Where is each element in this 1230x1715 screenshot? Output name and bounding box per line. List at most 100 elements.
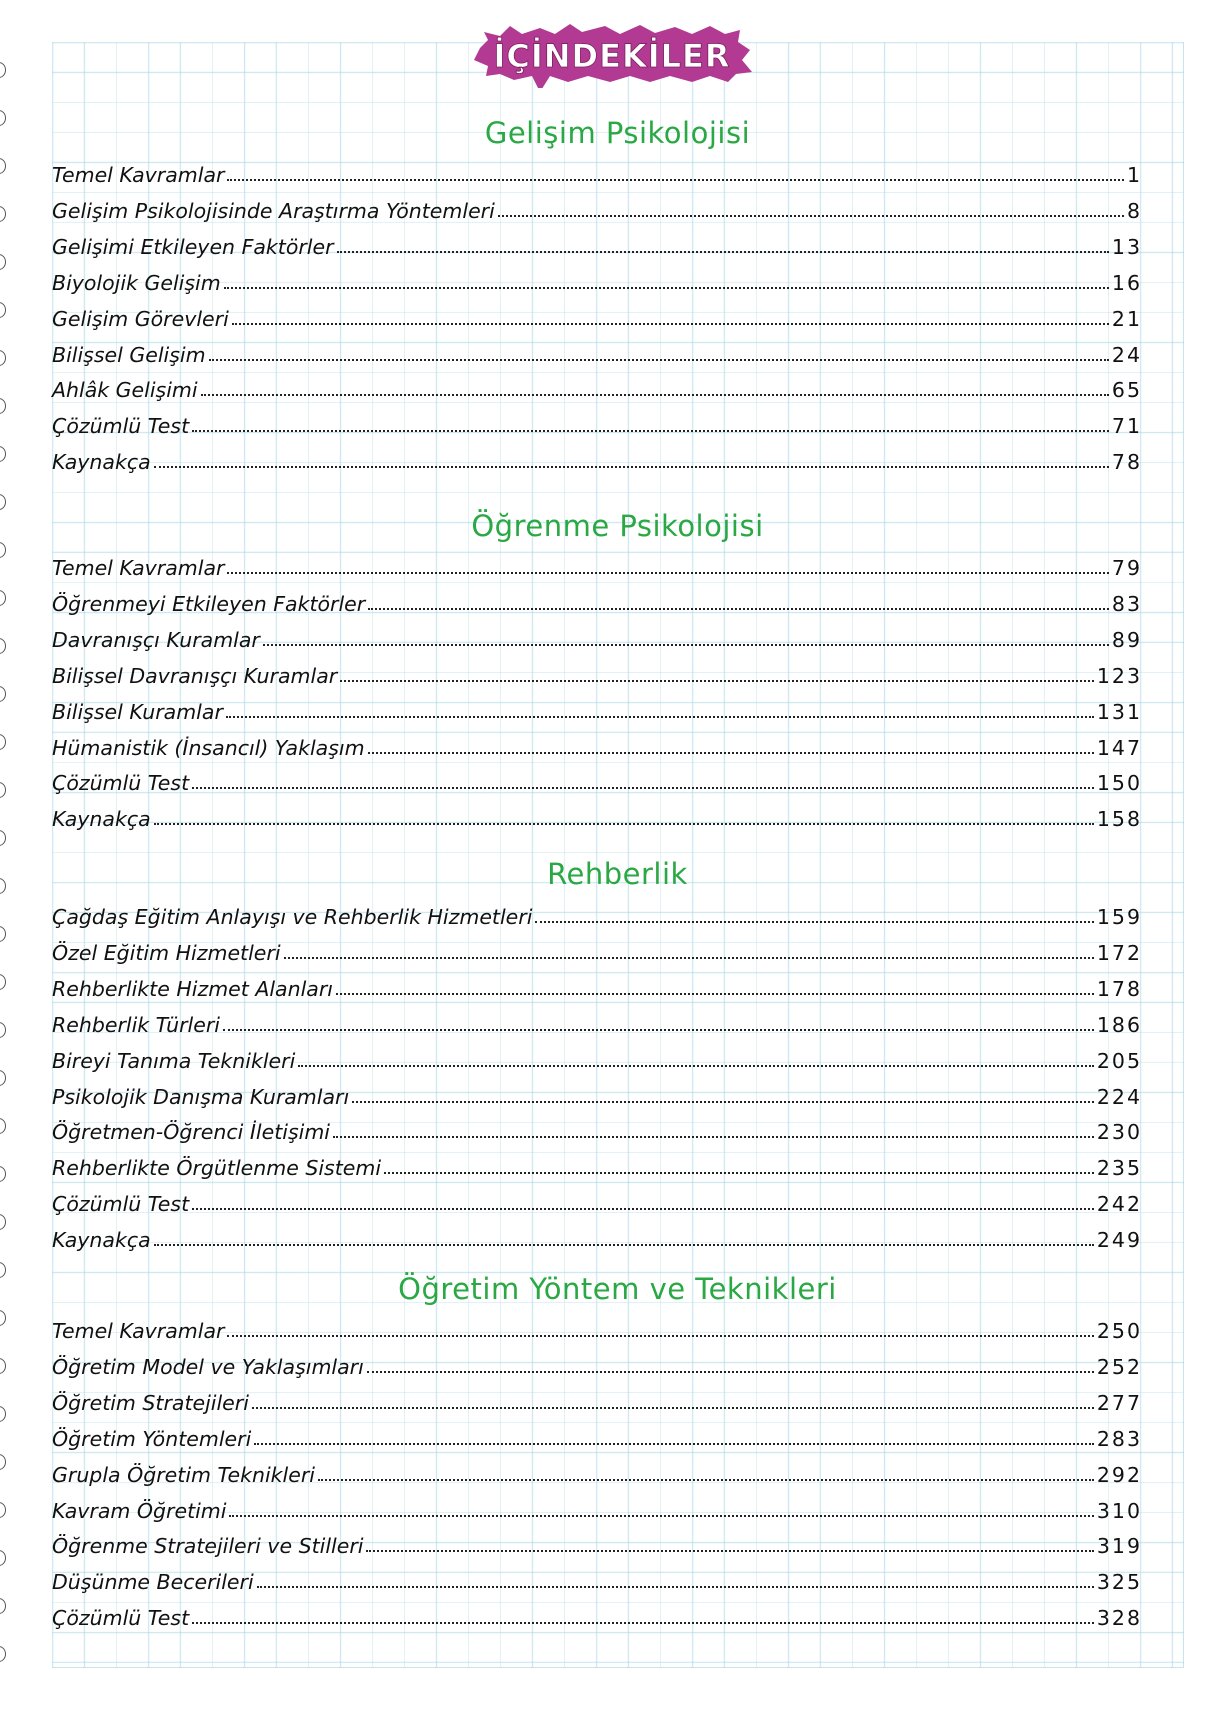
dot-leader — [227, 572, 1109, 574]
binder-hole — [0, 1166, 6, 1182]
binder-hole — [0, 974, 6, 990]
toc-entry[interactable]: Ahlâk Gelişimi 65 — [52, 372, 1142, 402]
dot-leader — [153, 466, 1109, 469]
toc-entry-page: 79 — [1111, 556, 1142, 580]
toc-entry-page: 250 — [1096, 1319, 1142, 1343]
toc-entry-page: 131 — [1096, 699, 1142, 724]
binder-hole — [0, 62, 6, 78]
toc-entry-page: 178 — [1096, 976, 1142, 1001]
toc-entry-title: Grupla Öğretim Teknikleri — [52, 1462, 315, 1487]
toc-entry-page: 319 — [1096, 1534, 1142, 1559]
toc-entry[interactable]: Öğretmen-Öğrenci İletişimi 230 — [52, 1114, 1142, 1144]
dot-leader — [223, 1028, 1094, 1031]
toc-entry[interactable]: Gelişim Görevleri 21 — [52, 301, 1142, 331]
binder-hole — [0, 734, 6, 750]
toc-entry-page: 328 — [1096, 1606, 1142, 1631]
toc-entry-title: Rehberlikte Hizmet Alanları — [52, 976, 333, 1001]
toc-entry[interactable]: Çözümlü Test 242 — [52, 1186, 1142, 1216]
toc-entry[interactable]: Düşünme Becerileri 325 — [52, 1564, 1142, 1594]
binder-hole — [0, 686, 6, 702]
section-heading: Rehberlik — [547, 857, 688, 891]
toc-entry[interactable]: Bilişsel Kuramlar 131 — [52, 694, 1142, 724]
toc-entry-page: 71 — [1111, 414, 1142, 439]
toc-entry[interactable]: Kavram Öğretimi 310 — [52, 1493, 1142, 1523]
binder-hole — [0, 1070, 6, 1086]
toc-entry-page: 123 — [1096, 663, 1142, 688]
dot-leader — [367, 751, 1094, 754]
toc-entry-title: Psikolojik Danışma Kuramları — [52, 1084, 350, 1109]
toc-entry-page: 325 — [1096, 1570, 1142, 1595]
toc-entry[interactable]: Kaynakça 158 — [52, 801, 1142, 831]
toc-entry[interactable]: Kaynakça 78 — [52, 444, 1142, 474]
binder-hole — [0, 254, 6, 270]
toc-entry[interactable]: Öğretim Model ve Yaklaşımları 252 — [52, 1349, 1142, 1379]
binder-hole — [0, 302, 6, 318]
toc-entry[interactable]: Öğrenme Stratejileri ve Stilleri 319 — [52, 1528, 1142, 1558]
toc-entry[interactable]: Bilişsel Gelişim 24 — [52, 337, 1142, 367]
toc-entry-page: 205 — [1096, 1048, 1142, 1073]
toc-entry-title: Öğretmen-Öğrenci İletişimi — [52, 1120, 330, 1145]
toc-entry[interactable]: Rehberlikte Örgütlenme Sistemi 235 — [52, 1150, 1142, 1180]
toc-entry[interactable]: Gelişimi Etkileyen Faktörler 13 — [52, 229, 1142, 259]
toc-entry[interactable]: Bireyi Tanıma Teknikleri 205 — [52, 1043, 1142, 1073]
toc-entry-page: 147 — [1096, 735, 1142, 760]
toc-entry-page: 150 — [1096, 771, 1142, 796]
title-badge-shape — [474, 24, 752, 88]
toc-entry[interactable]: Öğretim Stratejileri 277 — [52, 1385, 1142, 1415]
dot-leader — [262, 643, 1109, 646]
dot-leader — [336, 250, 1109, 253]
dot-leader — [352, 1100, 1094, 1103]
binder-hole — [0, 830, 6, 846]
toc-entry-page: 252 — [1096, 1354, 1142, 1379]
dot-leader — [298, 1064, 1094, 1067]
toc-entry[interactable]: Temel Kavramlar 250 — [52, 1313, 1142, 1343]
toc-entry-page: 172 — [1096, 940, 1142, 965]
title-text: İÇİNDEKİLER — [493, 37, 730, 75]
toc-entry[interactable]: Kaynakça 249 — [52, 1222, 1142, 1252]
binder-hole — [0, 1598, 6, 1614]
dot-leader — [384, 1172, 1094, 1175]
toc-entry[interactable]: Özel Eğitim Hizmetleri 172 — [52, 935, 1142, 965]
dot-leader — [333, 1136, 1094, 1139]
toc-entry[interactable]: Çağdaş Eğitim Anlayışı ve Rehberlik Hizm… — [52, 899, 1142, 929]
binder-hole — [0, 542, 6, 558]
dot-leader — [231, 322, 1109, 325]
toc-entry-title: Öğrenme Stratejileri ve Stilleri — [52, 1534, 364, 1559]
toc-entry[interactable]: Öğrenmeyi Etkileyen Faktörler 83 — [52, 586, 1142, 616]
binder-hole — [0, 1214, 6, 1230]
toc-entry[interactable]: Gelişim Psikolojisinde Araştırma Yönteml… — [52, 193, 1142, 223]
toc-entry[interactable]: Rehberlik Türleri 186 — [52, 1007, 1142, 1037]
toc-entry-page: 83 — [1111, 591, 1142, 616]
dot-leader — [368, 607, 1109, 610]
toc-entry-title: Öğretim Stratejileri — [52, 1390, 249, 1415]
toc-entry[interactable]: Temel Kavramlar 1 — [52, 157, 1142, 187]
toc-entry-page: 292 — [1096, 1462, 1142, 1487]
toc-entry-title: Çözümlü Test — [52, 414, 190, 439]
toc-entry-title: Gelişim Psikolojisinde Araştırma Yönteml… — [52, 198, 495, 223]
toc-entry[interactable]: Çözümlü Test 71 — [52, 408, 1142, 438]
toc-entry-page: 283 — [1096, 1426, 1142, 1451]
toc-entry-title: Bireyi Tanıma Teknikleri — [52, 1048, 296, 1073]
dot-leader — [254, 1442, 1094, 1445]
binder-hole — [0, 782, 6, 798]
toc-entry-title: Kaynakça — [52, 450, 151, 475]
dot-leader — [535, 921, 1094, 923]
toc-entry[interactable]: Davranışçı Kuramlar 89 — [52, 622, 1142, 652]
grid-paper-background — [52, 42, 1184, 1668]
toc-entry[interactable]: Biyolojik Gelişim 16 — [52, 265, 1142, 295]
toc-entry[interactable]: Rehberlikte Hizmet Alanları 178 — [52, 971, 1142, 1001]
toc-entry[interactable]: Bilişsel Davranışçı Kuramlar 123 — [52, 658, 1142, 688]
toc-entry-title: Gelişim Görevleri — [52, 306, 229, 331]
toc-entry[interactable]: Temel Kavramlar 79 — [52, 550, 1142, 580]
toc-entry-page: 16 — [1111, 270, 1142, 295]
toc-entry[interactable]: Öğretim Yöntemleri 283 — [52, 1421, 1142, 1451]
dot-leader — [200, 394, 1109, 397]
toc-entry[interactable]: Çözümlü Test 328 — [52, 1600, 1142, 1630]
toc-entry[interactable]: Psikolojik Danışma Kuramları 224 — [52, 1079, 1142, 1109]
title-badge: İÇİNDEKİLER — [474, 24, 752, 88]
toc-entry[interactable]: Hümanistik (İnsancıl) Yaklaşım 147 — [52, 730, 1142, 760]
toc-entry-title: Öğretim Yöntemleri — [52, 1426, 252, 1451]
toc-entry[interactable]: Grupla Öğretim Teknikleri 292 — [52, 1457, 1142, 1487]
toc-entry[interactable]: Çözümlü Test 150 — [52, 765, 1142, 795]
binder-hole — [0, 1022, 6, 1038]
